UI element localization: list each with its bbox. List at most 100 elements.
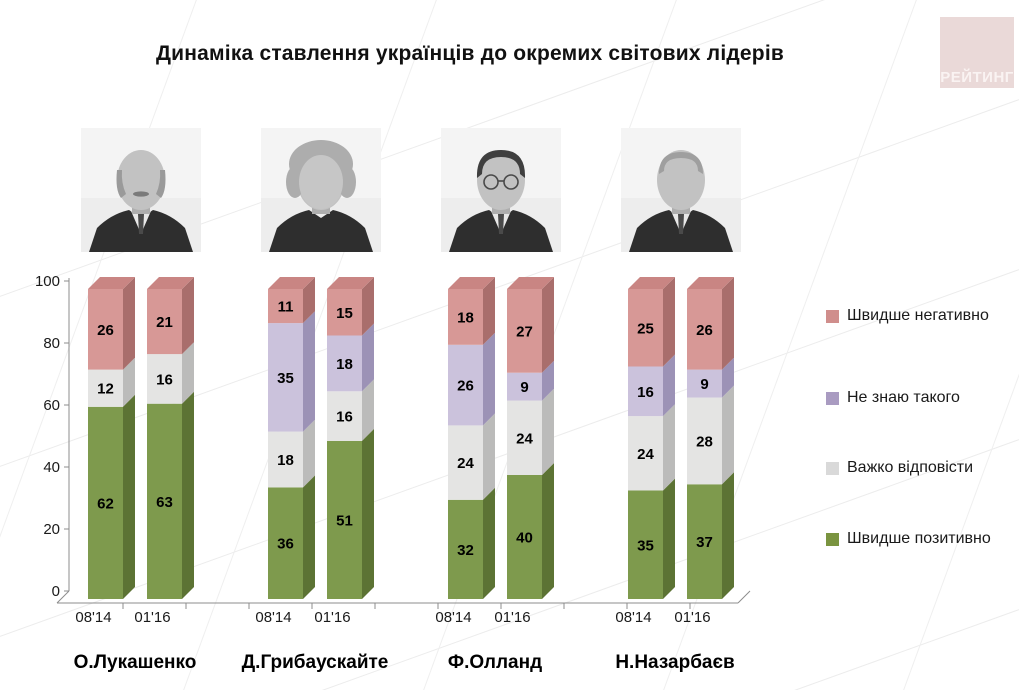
bar-value-label: 35 (637, 537, 654, 554)
bar-segment-side-positive (123, 394, 135, 599)
bar-segment-top-negative (628, 277, 675, 289)
bar-segment-side-negative (303, 277, 315, 324)
bar-segment-positive (147, 403, 182, 599)
bar-value-label: 24 (457, 455, 474, 472)
bar-segment-side-hard (722, 385, 734, 485)
bar-value-label: 28 (696, 433, 713, 450)
stacked-bar: 37 28 9 26 (687, 277, 734, 599)
x-axis-period-label: 08'14 (75, 609, 111, 626)
bar-value-label: 11 (278, 299, 294, 316)
portrait-lukashenko (81, 128, 201, 252)
legend-label: Швидше позитивно (847, 530, 991, 547)
bar-segment-hard (507, 400, 542, 475)
legend-label: Не знаю такого (847, 389, 960, 406)
stacked-bar: 32 24 26 18 (448, 277, 495, 599)
bar-segment-side-unknown (362, 323, 374, 392)
bar-segment-top-negative (268, 277, 315, 289)
page-title: Динаміка ставлення українців до окремих … (156, 42, 784, 65)
bar-value-label: 25 (637, 320, 654, 337)
bar-segment-side-negative (722, 277, 734, 370)
x-axis-period-label: 01'16 (494, 609, 530, 626)
bar-value-label: 21 (156, 314, 173, 331)
y-axis-tick-label: 60 (43, 397, 60, 414)
x-axis-period-label: 08'14 (435, 609, 471, 626)
bar-value-label: 24 (516, 430, 533, 447)
bar-segment-side-positive (303, 475, 315, 599)
bar-segment-positive (327, 440, 362, 599)
bar-segment-hard (268, 431, 303, 488)
bar-segment-top-negative (147, 277, 194, 289)
bar-segment-unknown (628, 366, 663, 417)
bar-value-label: 15 (336, 305, 353, 322)
bar-value-label: 9 (700, 376, 708, 393)
bar-segment-hard (88, 369, 123, 407)
bar-segment-negative (687, 289, 722, 370)
legend-item-negative: Швидше негативно (826, 307, 989, 325)
bar-segment-positive (448, 499, 483, 599)
bar-segment-unknown (507, 372, 542, 401)
rating-logo: РЕЙТИНГ (940, 17, 1014, 88)
legend-label: Швидше негативно (847, 307, 989, 324)
y-axis-tick-label: 100 (35, 273, 60, 290)
bar-segment-side-positive (542, 463, 554, 599)
bar-value-label: 51 (336, 512, 353, 529)
bar-segment-top-negative (448, 277, 495, 289)
bar-value-label: 36 (277, 536, 294, 553)
bar-segment-side-positive (483, 487, 495, 599)
stacked-bar: 36 18 35 11 (268, 277, 315, 599)
bar-segment-side-hard (483, 413, 495, 500)
bar-value-label: 12 (97, 381, 114, 398)
legend-swatch-hard (826, 461, 839, 475)
legend-item-hard: Важко відповісти (826, 459, 973, 477)
bar-segment-side-negative (483, 277, 495, 345)
bar-segment-side-negative (182, 277, 194, 355)
bar-segment-side-positive (182, 391, 194, 599)
bar-segment-side-negative (663, 277, 675, 367)
axes: 0 20 40 60 80 100 (35, 273, 751, 609)
leader-name: Ф.Олланд (448, 652, 542, 673)
bar-segment-unknown (327, 335, 362, 392)
stacked-bar: 62 12 26 (88, 277, 135, 599)
bar-segment-hard (327, 391, 362, 441)
bar-segment-top-negative (687, 277, 734, 289)
stacked-bar: 63 16 21 (147, 277, 194, 599)
bar-value-label: 35 (277, 370, 294, 387)
bar-segment-unknown (448, 344, 483, 426)
y-axis-tick-label: 20 (43, 521, 60, 538)
bar-segment-side-hard (303, 419, 315, 488)
bar-segment-hard (687, 397, 722, 485)
bar-segment-side-unknown (542, 360, 554, 401)
bar-segment-side-negative (542, 277, 554, 373)
legend-swatch-negative (826, 309, 839, 323)
bar-segment-top-negative (88, 277, 135, 289)
bar-segment-side-hard (663, 404, 675, 491)
bar-segment-hard (628, 416, 663, 491)
bar-segment-side-hard (362, 379, 374, 441)
y-axis-tick-label: 0 (52, 583, 60, 600)
bar-segment-side-hard (182, 342, 194, 404)
bar-segment-positive (687, 484, 722, 599)
bar-value-label: 37 (696, 534, 713, 551)
bar-value-label: 9 (520, 379, 528, 396)
stacked-bar: 35 24 16 25 (628, 277, 675, 599)
bar-value-label: 27 (516, 323, 533, 340)
legend-label: Важко відповісти (847, 459, 974, 476)
legend-swatch-positive (826, 532, 839, 546)
rating-logo-text: РЕЙТИНГ (940, 69, 1014, 86)
bar-value-label: 26 (97, 322, 114, 339)
portrait-nazarbayev (621, 128, 741, 252)
bar-segment-positive (628, 490, 663, 599)
bar-segment-negative (88, 289, 123, 370)
bar-value-label: 62 (97, 495, 114, 512)
bar-segment-negative (628, 289, 663, 367)
bar-segment-side-hard (123, 357, 135, 407)
bar-segment-side-negative (123, 277, 135, 370)
portrait-grybauskaite (261, 128, 381, 252)
bar-value-label: 18 (277, 452, 294, 469)
bar-segment-unknown (268, 323, 303, 432)
leader-name: Н.Назарбаєв (615, 652, 734, 673)
y-axis-tick-label: 80 (43, 335, 60, 352)
bar-segment-hard (448, 425, 483, 500)
x-axis-period-label: 01'16 (134, 609, 170, 626)
